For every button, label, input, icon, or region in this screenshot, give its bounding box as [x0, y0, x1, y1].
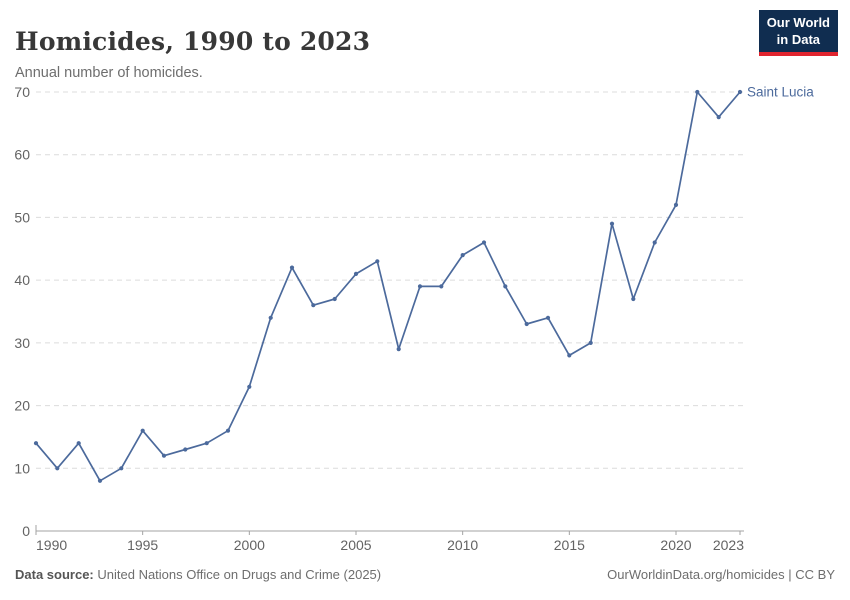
owid-logo[interactable]: Our World in Data — [758, 10, 838, 56]
data-point — [55, 466, 60, 471]
chart-subtitle: Annual number of homicides. — [15, 64, 203, 81]
data-point — [353, 271, 359, 276]
page-title: Homicides, 1990 to 2023 — [15, 26, 371, 56]
owid-logo-line2: in Data — [776, 31, 821, 47]
x-axis-tick-label: 1990 — [36, 537, 67, 553]
data-point — [417, 284, 423, 289]
y-axis-tick-label: 10 — [14, 460, 30, 476]
data-point — [588, 340, 593, 345]
data-point — [737, 89, 743, 95]
x-axis-tick-label: 2015 — [554, 537, 585, 553]
data-source-label: Data source: — [15, 567, 94, 582]
x-axis-tick-label: 1995 — [127, 537, 158, 553]
data-point — [503, 284, 508, 289]
data-point — [396, 347, 401, 352]
y-axis-tick-label: 60 — [14, 147, 30, 163]
data-point — [716, 115, 721, 120]
data-source-value: United Nations Office on Drugs and Crime… — [97, 567, 382, 582]
data-point — [289, 265, 295, 270]
x-axis-tick-label: 2005 — [340, 537, 371, 553]
y-axis-tick-label: 70 — [14, 84, 30, 100]
data-point — [183, 447, 188, 452]
data-point — [33, 441, 39, 446]
data-point — [567, 353, 572, 358]
series-end-label: Saint Lucia — [747, 85, 814, 100]
y-axis-tick-label: 40 — [14, 272, 30, 288]
data-point — [481, 240, 487, 245]
data-point — [375, 259, 380, 264]
data-point — [332, 296, 337, 302]
data-point — [225, 428, 231, 433]
data-point — [545, 315, 551, 320]
y-axis-tick-label: 20 — [14, 398, 30, 414]
x-axis-tick-label: 2000 — [234, 537, 265, 553]
data-point — [161, 453, 167, 458]
data-point — [695, 89, 700, 95]
data-point — [631, 296, 636, 302]
y-axis-tick-label: 30 — [14, 335, 30, 351]
data-point — [247, 384, 252, 389]
data-series-line — [35, 91, 741, 482]
data-point — [673, 202, 679, 207]
data-point — [652, 240, 657, 245]
x-axis-tick-label: 2020 — [660, 537, 691, 553]
data-point — [76, 441, 81, 446]
data-point — [268, 315, 273, 320]
data-point — [609, 221, 615, 226]
y-axis-tick-label: 0 — [22, 523, 30, 539]
y-axis-tick-label: 50 — [14, 209, 30, 225]
data-point — [140, 428, 145, 433]
data-source: Data source: United Nations Office on Dr… — [15, 567, 381, 582]
owid-logo-line1: Our World — [766, 15, 830, 30]
x-axis-tick-label: 2010 — [447, 537, 478, 553]
data-point — [524, 321, 529, 327]
data-point — [119, 466, 124, 471]
data-point — [97, 478, 103, 483]
data-point — [439, 284, 444, 289]
data-point — [204, 441, 209, 446]
owid-license-link[interactable]: OurWorldinData.org/homicides | CC BY — [607, 567, 835, 582]
data-point — [460, 253, 465, 258]
data-point — [311, 303, 316, 308]
x-axis-tick-label: 2023 — [713, 537, 744, 553]
